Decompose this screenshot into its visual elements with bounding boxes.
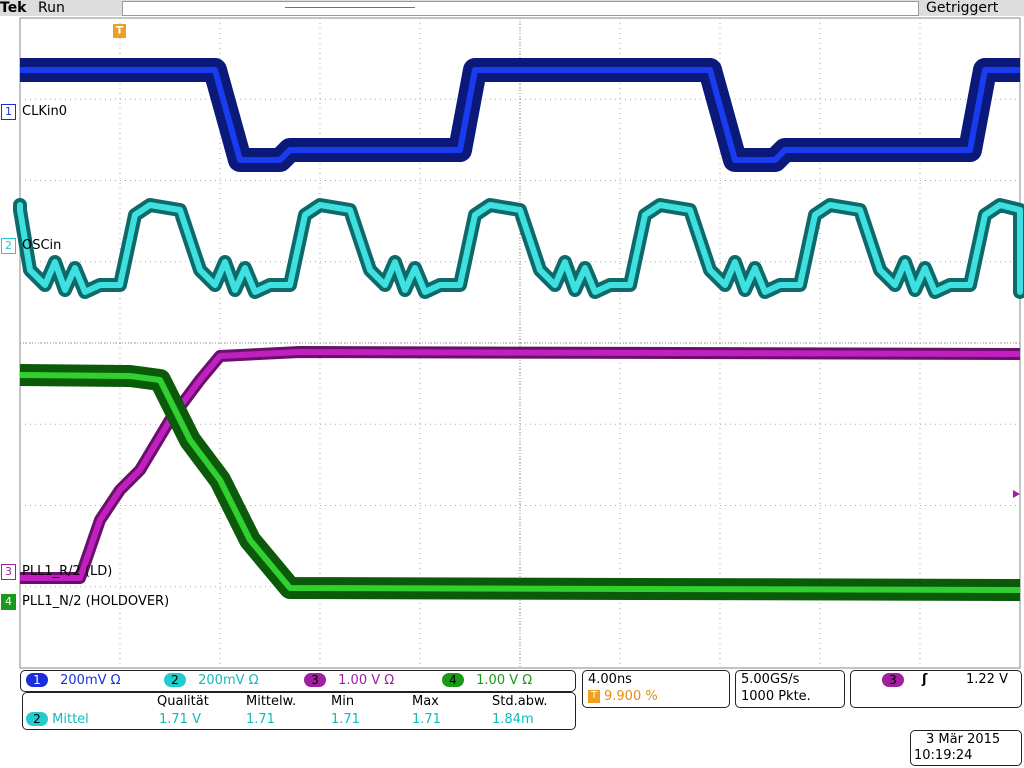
ch1-setting: 1 200mV Ω — [26, 673, 121, 688]
datetime-panel — [910, 730, 1022, 766]
ch-number: 1 — [26, 673, 48, 687]
meas-value: 1.71 — [246, 712, 275, 727]
meas-header: Mittelw. — [246, 694, 297, 709]
meas-header: Qualität — [157, 694, 209, 709]
trigger-source: 3 — [882, 673, 904, 688]
meas-value: 1.71 V — [159, 712, 201, 727]
channel-label: CLKin0 — [22, 104, 67, 119]
waveform — [20, 349, 1021, 581]
meas-name: Mittel — [52, 712, 89, 727]
trigger-panel — [850, 670, 1022, 708]
ch-number: 3 — [304, 673, 326, 687]
status: Getriggert — [926, 0, 999, 16]
time: 10:19:24 — [914, 748, 973, 763]
acq-panel — [735, 670, 845, 708]
record-bar — [122, 1, 919, 16]
record-length: 1000 Pkte. — [741, 689, 811, 704]
trigger-icon: T — [588, 690, 600, 703]
channel-panel — [20, 670, 576, 692]
ch4-setting: 4 1.00 V Ω — [442, 673, 532, 688]
ch2-setting: 2 200mV Ω — [164, 673, 259, 688]
date: 3 Mär 2015 — [926, 732, 1001, 747]
channel-label: OSCin — [22, 238, 62, 253]
meas-ch: 2 — [26, 712, 48, 726]
ch-scale: 200mV Ω — [60, 673, 121, 688]
channel-marker: 3 — [1, 564, 16, 580]
waveform — [17, 202, 1023, 295]
meas-header: Max — [412, 694, 439, 709]
channel-label: PLL1_N/2 (HOLDOVER) — [22, 594, 170, 609]
waveform — [20, 67, 1020, 163]
trig-ch: 3 — [882, 673, 904, 687]
record-window — [285, 7, 415, 8]
waveform — [19, 372, 1021, 593]
channel-marker: 1 — [1, 104, 16, 120]
channel-marker: 2 — [1, 238, 16, 254]
trigger-level-marker — [1013, 490, 1020, 498]
sample-rate: 5.00GS/s — [741, 672, 800, 687]
meas-source: 2 Mittel — [26, 712, 89, 727]
meas-header: Std.abw. — [492, 694, 548, 709]
meas-value: 1.71 — [331, 712, 360, 727]
ch-scale: 200mV Ω — [198, 673, 259, 688]
timebase-panel — [582, 670, 730, 708]
trigger-level: 1.22 V — [966, 672, 1008, 687]
ch-scale: 1.00 V Ω — [476, 673, 533, 688]
ch-scale: 1.00 V Ω — [338, 673, 395, 688]
trigger-marker: T — [113, 24, 126, 38]
trigger-slope: ʃ — [922, 672, 928, 687]
ch3-setting: 3 1.00 V Ω — [304, 673, 394, 688]
ch-number: 4 — [442, 673, 464, 687]
meas-value: 1.71 — [412, 712, 441, 727]
brand: Tek — [0, 0, 27, 16]
ch-number: 2 — [164, 673, 186, 687]
channel-marker: 4 — [1, 594, 16, 610]
trigger-position: 9.900 % — [604, 689, 658, 704]
meas-value: 1.84m — [492, 712, 534, 727]
meas-header: Min — [331, 694, 355, 709]
measurement-panel — [22, 692, 576, 730]
waveform-envelope — [19, 364, 1021, 601]
channel-label: PLL1_R/2 (LD) — [22, 564, 113, 579]
run-state: Run — [38, 0, 65, 16]
time-scale: 4.00ns — [588, 672, 632, 687]
